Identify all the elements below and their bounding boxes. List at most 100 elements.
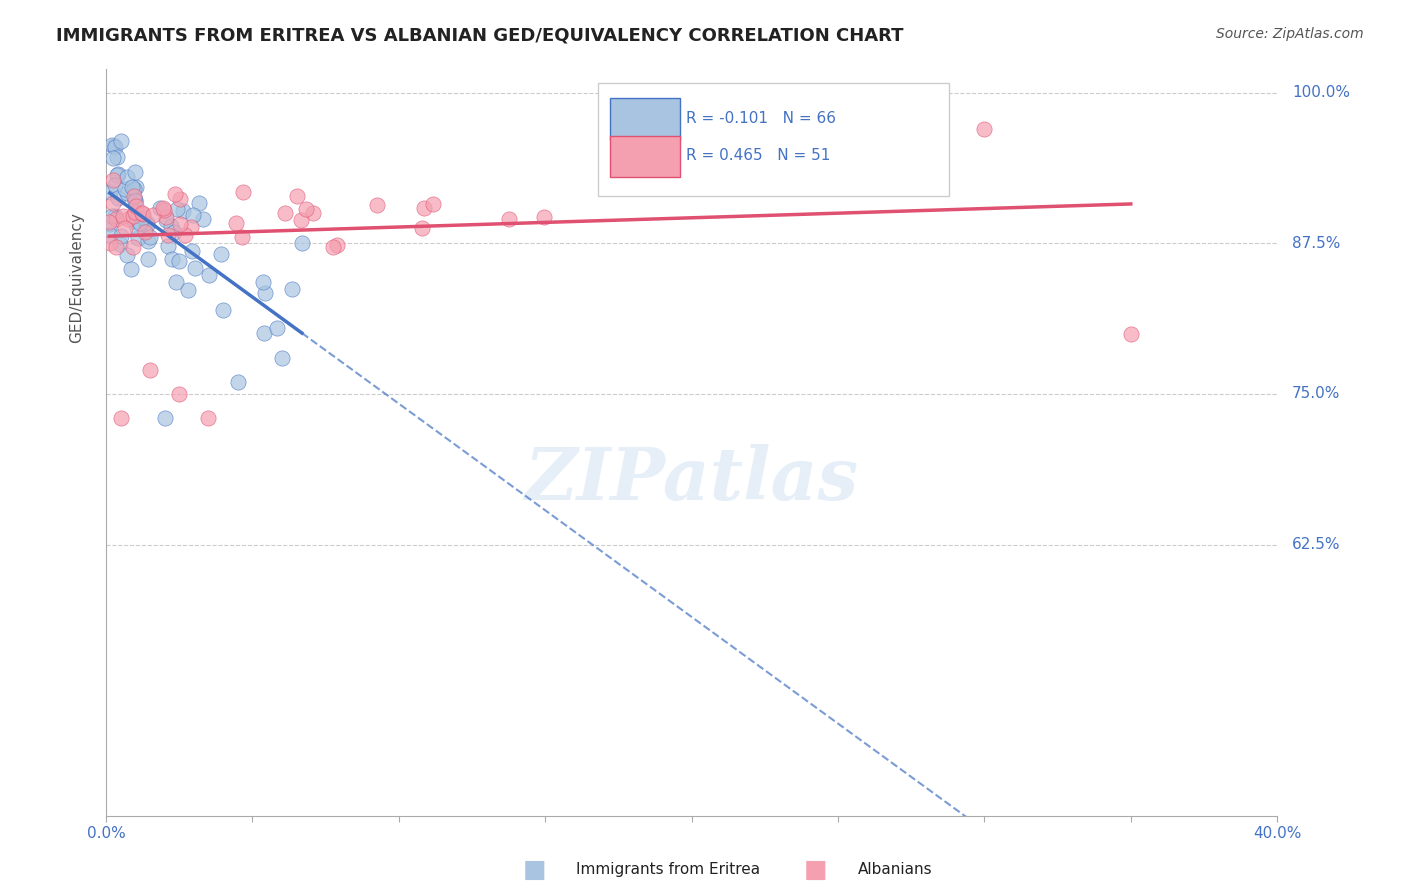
Point (163, 226, 186, 240)
Point (165, 275, 187, 289)
Point (169, 192, 191, 206)
Point (291, 235, 314, 250)
Point (105, 150, 128, 164)
Point (281, 282, 304, 296)
Point (110, 236, 132, 251)
Point (103, 138, 125, 153)
Point (152, 202, 174, 217)
Point (115, 170, 138, 185)
Point (270, 351, 292, 365)
Point (101, 172, 124, 186)
Point (159, 219, 181, 233)
Point (142, 208, 165, 222)
Point (290, 213, 312, 227)
Point (197, 411, 219, 425)
Point (101, 209, 124, 223)
Point (101, 196, 124, 211)
FancyBboxPatch shape (610, 136, 681, 177)
Point (127, 231, 149, 245)
Point (98, 186, 121, 200)
Point (155, 211, 177, 225)
Point (156, 227, 179, 242)
Point (295, 202, 318, 217)
Point (105, 240, 128, 254)
Point (98, 217, 121, 231)
Text: R = -0.101   N = 66: R = -0.101 N = 66 (686, 112, 835, 126)
Point (136, 252, 159, 266)
FancyBboxPatch shape (610, 98, 681, 139)
Text: 87.5%: 87.5% (1292, 235, 1340, 251)
Point (122, 213, 145, 227)
Point (107, 167, 129, 181)
Text: 62.5%: 62.5% (1292, 537, 1340, 552)
Point (131, 210, 153, 224)
Point (101, 137, 124, 152)
Point (498, 211, 520, 226)
Point (533, 210, 555, 224)
Point (197, 268, 219, 282)
Point (172, 204, 194, 219)
Point (167, 387, 190, 401)
Point (125, 199, 148, 213)
Point (252, 275, 274, 289)
Point (174, 227, 197, 242)
Point (124, 193, 146, 207)
Point (121, 179, 143, 194)
Text: ZIPatlas: ZIPatlas (524, 444, 859, 515)
Point (302, 206, 325, 220)
Text: ■: ■ (523, 858, 546, 881)
Point (827, 145, 849, 160)
Point (139, 230, 162, 244)
Point (326, 238, 349, 252)
Point (104, 178, 127, 192)
Point (157, 239, 180, 253)
Point (104, 140, 127, 154)
Point (411, 220, 433, 235)
Point (105, 168, 128, 182)
Point (114, 220, 136, 235)
Text: Albanians: Albanians (858, 863, 932, 877)
Point (155, 212, 177, 227)
Point (114, 182, 136, 196)
Point (124, 205, 146, 219)
Point (160, 252, 183, 266)
Point (152, 201, 174, 215)
Point (124, 164, 146, 178)
Point (139, 363, 162, 377)
Point (138, 234, 160, 248)
Point (131, 206, 153, 220)
Point (285, 188, 308, 202)
Point (111, 209, 134, 223)
Point (121, 240, 143, 254)
Point (232, 186, 254, 200)
Point (253, 326, 276, 340)
Point (191, 211, 214, 226)
Point (103, 151, 125, 165)
Point (225, 216, 247, 230)
Point (98, 236, 121, 251)
Point (125, 221, 148, 235)
Point (98, 228, 121, 243)
Text: R = 0.465   N = 51: R = 0.465 N = 51 (686, 148, 830, 163)
Point (181, 208, 204, 222)
Text: GED/Equivalency: GED/Equivalency (69, 212, 84, 343)
Point (266, 321, 288, 335)
Point (163, 187, 186, 202)
Point (153, 411, 176, 425)
Point (212, 302, 235, 317)
Point (253, 286, 276, 301)
Point (124, 182, 146, 196)
Text: IMMIGRANTS FROM ERITREA VS ALBANIAN GED/EQUIVALENCY CORRELATION CHART: IMMIGRANTS FROM ERITREA VS ALBANIAN GED/… (56, 27, 904, 45)
Point (117, 212, 139, 227)
Text: 75.0%: 75.0% (1292, 386, 1340, 401)
Point (110, 134, 132, 148)
Point (120, 262, 142, 277)
Point (129, 217, 152, 231)
Point (180, 219, 202, 234)
Text: Source: ZipAtlas.com: Source: ZipAtlas.com (1216, 27, 1364, 41)
Point (136, 218, 159, 232)
FancyBboxPatch shape (598, 84, 949, 195)
Point (412, 201, 434, 215)
Text: ■: ■ (804, 858, 827, 881)
Point (115, 186, 138, 200)
